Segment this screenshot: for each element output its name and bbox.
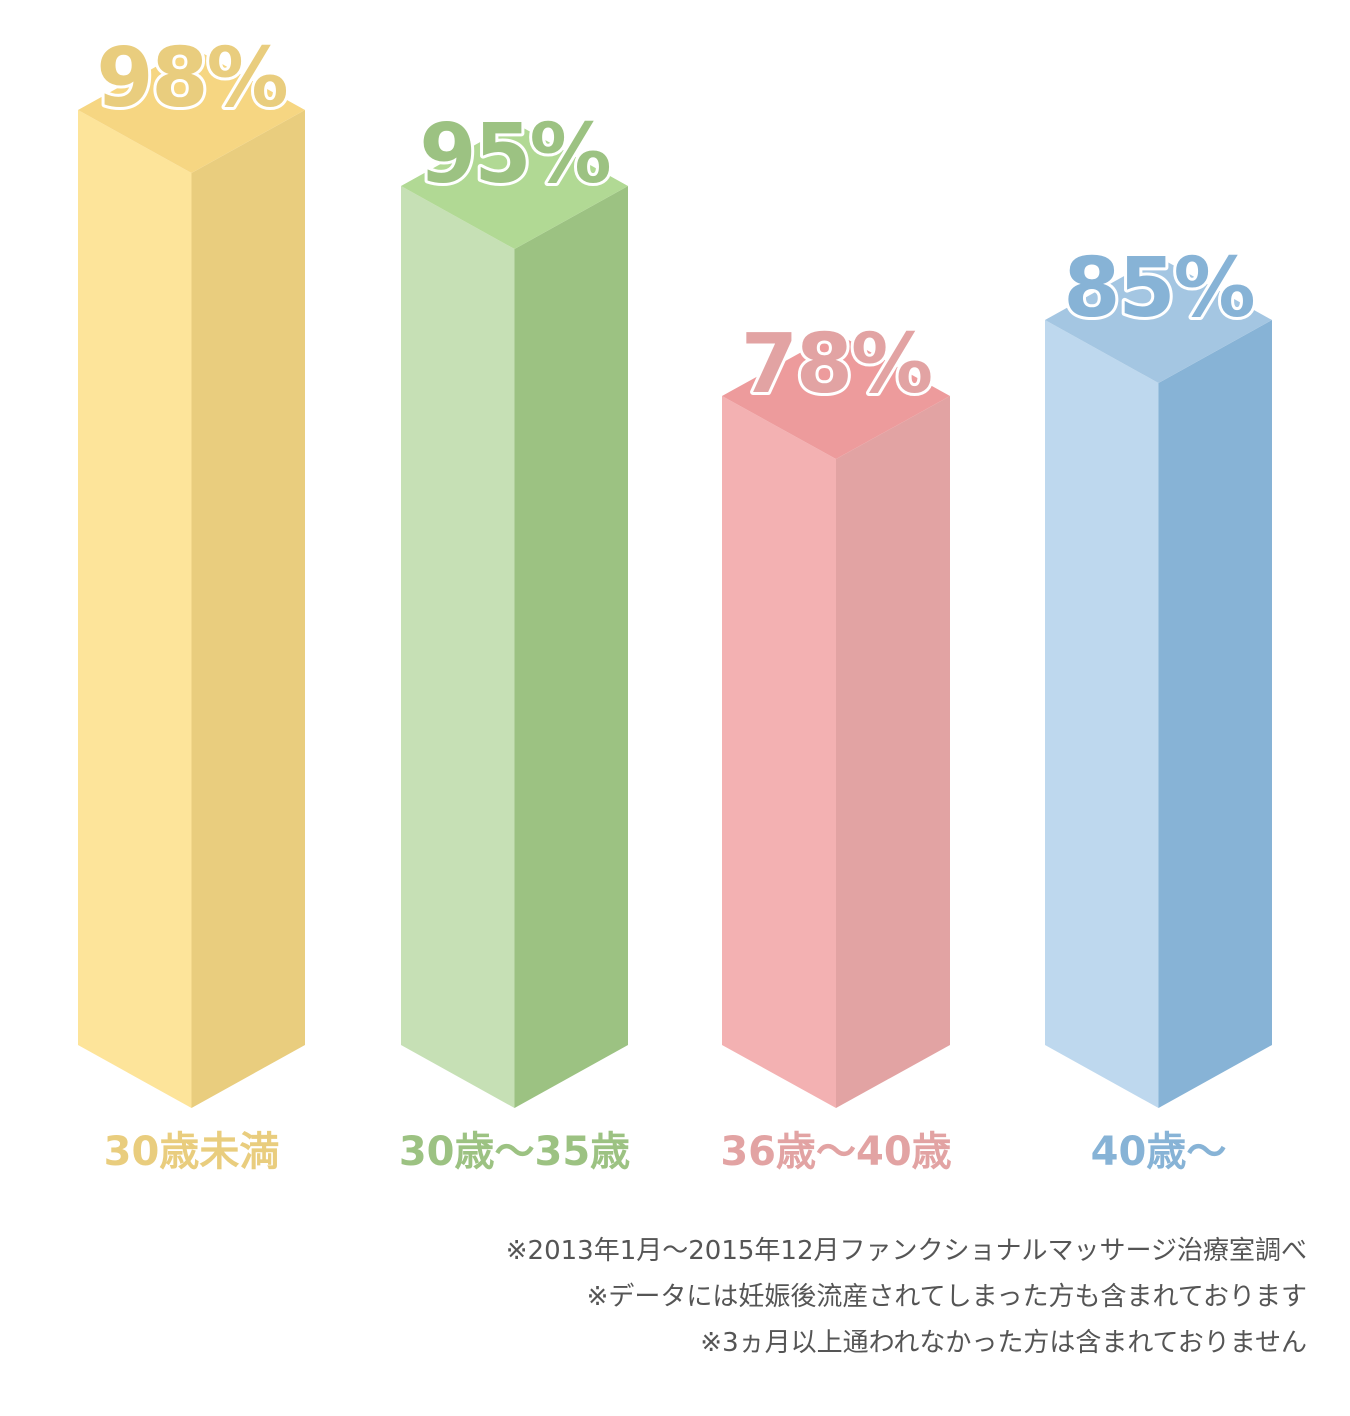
- bar-category-label: 36歳〜40歳: [720, 1129, 951, 1175]
- bar-left-face: [722, 396, 836, 1108]
- bar-category-label: 40歳〜: [1091, 1129, 1227, 1175]
- bar-right-face: [1158, 320, 1272, 1108]
- bar-right-face: [191, 110, 305, 1108]
- bar-value-label: 78%: [741, 317, 931, 412]
- bar-value-label: 85%: [1063, 241, 1253, 336]
- bar-category-label: 30歳未満: [104, 1129, 280, 1175]
- footnotes: ※2013年1月〜2015年12月ファンクショナルマッサージ治療室調べ ※データ…: [506, 1228, 1307, 1366]
- bar-value-label: 95%: [419, 107, 609, 202]
- bar-left-face: [78, 110, 192, 1108]
- bar-top-face: [78, 47, 305, 173]
- bar-top-face: [722, 333, 950, 459]
- footnote-survey-period: ※2013年1月〜2015年12月ファンクショナルマッサージ治療室調べ: [505, 1236, 1307, 1266]
- footnote-miscarriage: ※データには妊娠後流産されてしまった方も含まれております: [586, 1282, 1307, 1312]
- footnote-exclusion: ※3ヵ月以上通われなかった方は含まれておりません: [700, 1328, 1307, 1358]
- bar-right-face: [836, 396, 950, 1108]
- bar-left-face: [401, 186, 515, 1108]
- bar-group-1: 95% 30歳〜35歳: [399, 104, 630, 1175]
- bar-group-0: 98% 30歳未満: [78, 28, 305, 1175]
- bar-top-face: [1045, 257, 1272, 383]
- bar-category-label: 30歳〜35歳: [399, 1129, 630, 1175]
- bar-group-3: 85% 40歳〜: [1045, 238, 1272, 1175]
- bar-group-2: 78% 36歳〜40歳: [720, 314, 951, 1175]
- bar-right-face: [514, 186, 628, 1108]
- bar-left-face: [1045, 320, 1159, 1108]
- bar-value-label: 98%: [96, 31, 286, 126]
- bar-top-face: [401, 123, 628, 249]
